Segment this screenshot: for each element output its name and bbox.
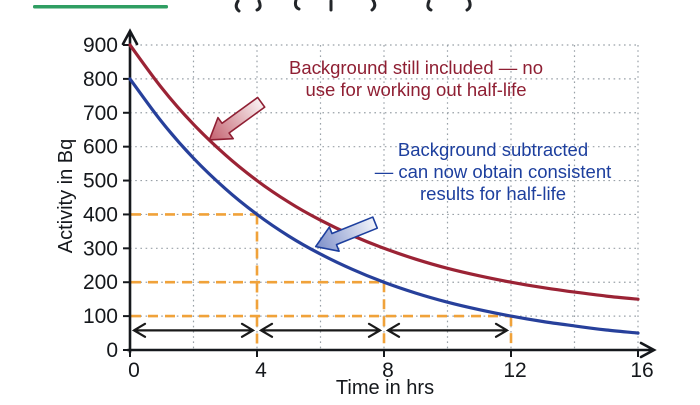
annotation-text-line: results for half-life bbox=[420, 183, 566, 204]
svg-text:16: 16 bbox=[630, 359, 653, 382]
annotation-text-line: — can now obtain consistent bbox=[375, 161, 612, 182]
series-curves bbox=[128, 43, 640, 335]
y-axis-label: Activity in Bq bbox=[55, 139, 77, 253]
svg-text:100: 100 bbox=[83, 305, 118, 328]
svg-text:8: 8 bbox=[382, 359, 394, 382]
half-life-interval-arrows bbox=[131, 322, 510, 338]
svg-text:800: 800 bbox=[83, 68, 118, 91]
svg-text:300: 300 bbox=[83, 237, 118, 260]
annotation-background-subtracted: Background subtracted — can now obtain c… bbox=[375, 139, 612, 204]
svg-text:4: 4 bbox=[255, 359, 267, 382]
annotation-text-line: Background subtracted bbox=[398, 139, 588, 160]
svg-text:12: 12 bbox=[503, 359, 526, 382]
half-life-guide-lines bbox=[131, 213, 513, 349]
svg-text:0: 0 bbox=[106, 339, 118, 362]
annotation-text-line: Background still included — no bbox=[289, 57, 543, 78]
annotation-text-line: use for working out half-life bbox=[305, 79, 526, 100]
svg-text:400: 400 bbox=[83, 203, 118, 226]
svg-text:900: 900 bbox=[83, 34, 118, 57]
svg-text:600: 600 bbox=[83, 136, 118, 159]
axes bbox=[121, 28, 657, 359]
cropped-title-fragment bbox=[33, 0, 472, 13]
annotation-pointer-arrows bbox=[208, 96, 379, 252]
svg-text:200: 200 bbox=[83, 271, 118, 294]
svg-text:0: 0 bbox=[128, 359, 140, 382]
annotation-background-included: Background still included — no use for w… bbox=[289, 57, 543, 100]
x-axis-label: Time in hrs bbox=[336, 377, 434, 399]
svg-text:500: 500 bbox=[83, 170, 118, 193]
svg-text:700: 700 bbox=[83, 102, 118, 125]
tick-labels: 0 100 200 300 400 500 600 700 800 900 0 4 8 12 16 bbox=[83, 34, 654, 382]
